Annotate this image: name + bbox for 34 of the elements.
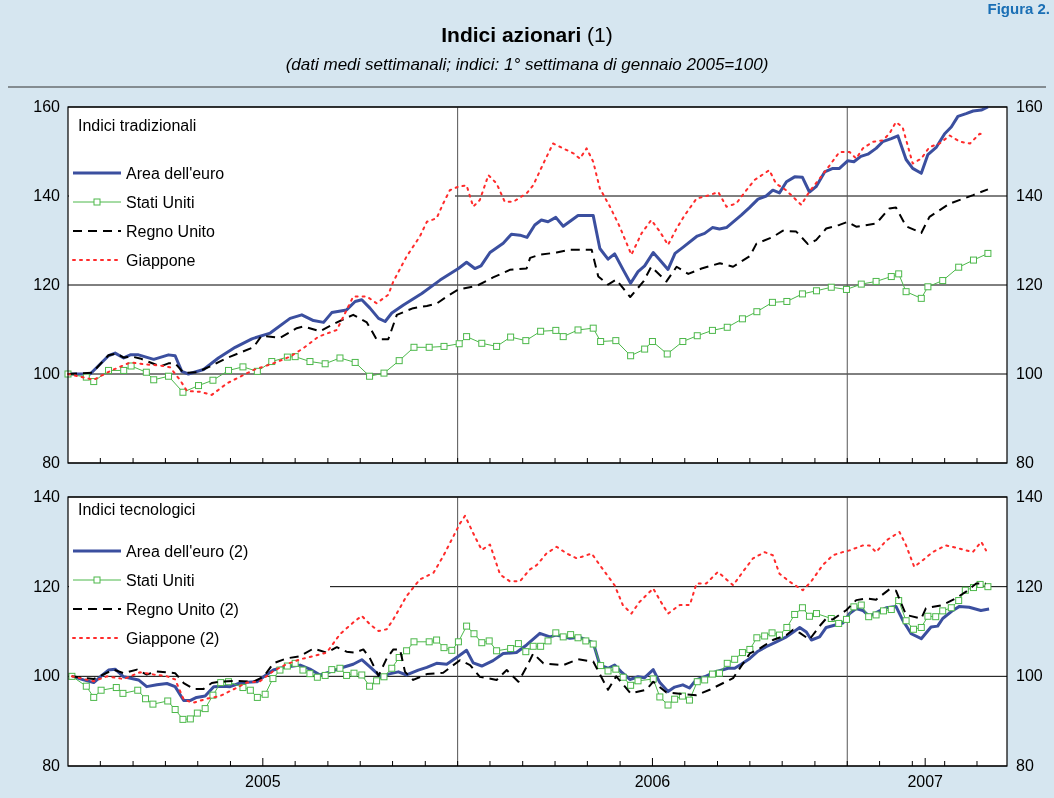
chart-title: Indici azionari (1) <box>441 23 613 46</box>
y-tick-label: 100 <box>33 365 61 382</box>
y2-tick-label: 120 <box>1016 577 1043 595</box>
y2-tick-label: 140 <box>1016 488 1043 505</box>
legend-label: Stati Uniti <box>126 194 195 211</box>
y-tick-label: 140 <box>33 187 61 204</box>
legend-label: Area dell'euro <box>126 165 225 182</box>
y2-tick-label: 80 <box>1016 757 1034 774</box>
y2-tick-label: 160 <box>1016 98 1043 115</box>
x-tick-label: 2005 <box>245 773 281 790</box>
legend-label: Area dell'euro (2) <box>126 543 249 560</box>
legend-label: Regno Unito <box>126 223 216 240</box>
text: Figura 2. <box>987 0 1050 17</box>
y-tick-label: 80 <box>42 454 61 471</box>
chart-title: Indici tecnologici <box>78 501 196 518</box>
y2-tick-label: 100 <box>1016 365 1043 382</box>
x-tick-label: 2007 <box>907 773 944 790</box>
legend-label: Regno Unito (2) <box>126 601 239 618</box>
y-tick-label: 80 <box>42 757 61 774</box>
annotation: Indici tradizionali <box>78 117 197 134</box>
y2-tick-label: 120 <box>1016 276 1043 293</box>
y-tick-label: 100 <box>33 667 61 685</box>
y-tick-label: 120 <box>33 276 61 293</box>
x-tick-label: 2006 <box>634 773 671 790</box>
y2-tick-label: 100 <box>1016 667 1043 685</box>
y2-tick-label: 80 <box>1016 454 1034 471</box>
legend-label: Giappone <box>126 252 196 269</box>
legend-label: Giappone (2) <box>126 630 220 647</box>
legend-label: Stati Uniti <box>126 572 195 589</box>
y-tick-label: 140 <box>33 488 61 505</box>
y-tick-label: 160 <box>33 98 61 115</box>
y2-tick-label: 140 <box>1016 187 1043 204</box>
y-tick-label: 120 <box>33 577 61 595</box>
chart-subtitle: (dati medi settimanali; indici: 1° settimana di gennaio 2005=100) <box>285 55 769 74</box>
